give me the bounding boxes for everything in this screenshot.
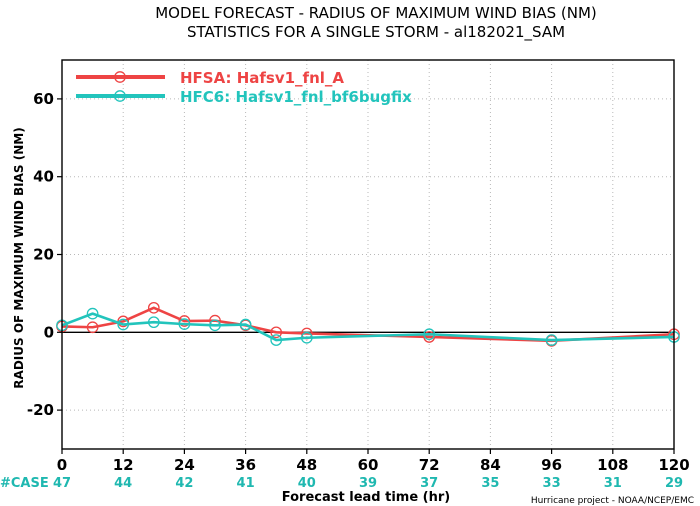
case-count-row: #CASE 47 44 42 41 40 39 37 35 33 31 29 (0, 476, 683, 491)
grid-lines (62, 60, 674, 449)
case-count-72: 37 (420, 476, 438, 491)
y-tick-label-20: 20 (33, 246, 54, 264)
y-tick-label-60: 60 (33, 90, 54, 108)
series-2-point-48 (300, 331, 313, 344)
x-tick-label-108: 108 (597, 456, 628, 474)
case-count-12: 44 (114, 476, 132, 491)
series-2-point-72 (423, 328, 436, 341)
series-1-point-6 (86, 321, 99, 334)
series-1-point-18 (147, 301, 160, 314)
case-count-48: 40 (298, 476, 316, 491)
chart-title: MODEL FORECAST - RADIUS OF MAXIMUM WIND … (155, 4, 597, 22)
x-tick-label-36: 36 (235, 456, 256, 474)
axis-ticks: 0 12 24 36 48 60 72 84 96 108 120 -20 0 20 40 60 (27, 90, 690, 474)
case-count-0: 47 (53, 476, 71, 491)
x-tick-label-84: 84 (480, 456, 501, 474)
x-tick-label-24: 24 (174, 456, 195, 474)
x-tick-label-120: 120 (658, 456, 689, 474)
series-2-point-12 (117, 318, 130, 331)
case-count-96: 33 (543, 476, 561, 491)
x-axis-label: Forecast lead time (hr) (282, 490, 450, 505)
x-tick-label-60: 60 (358, 456, 379, 474)
case-count-108: 31 (604, 476, 622, 491)
y-axis-label: RADIUS OF MAXIMUM WIND BIAS (NM) (12, 127, 26, 388)
x-tick-label-72: 72 (419, 456, 440, 474)
case-count-84: 35 (481, 476, 499, 491)
series-1-point-42 (270, 326, 283, 339)
x-tick-label-48: 48 (296, 456, 317, 474)
case-count-36: 41 (237, 476, 255, 491)
case-count-60: 39 (359, 476, 377, 491)
x-tick-label-96: 96 (541, 456, 562, 474)
y-tick-label-0: 0 (44, 323, 54, 341)
legend-swatch-marker-2 (114, 90, 126, 102)
y-tick-label--20: -20 (27, 401, 54, 419)
legend-label-1: HFSA: Hafsv1_fnl_A (180, 69, 344, 87)
series-2-point-96 (545, 334, 558, 346)
case-count-120: 29 (665, 476, 683, 491)
series-2-point-42 (270, 334, 283, 346)
x-tick-label-12: 12 (113, 456, 134, 474)
x-tick-label-0: 0 (57, 456, 67, 474)
series-2-point-30 (209, 319, 221, 332)
series-layer (56, 301, 680, 347)
case-count-24: 42 (175, 476, 193, 491)
series-2-point-24 (178, 318, 191, 330)
legend-swatch-marker-1 (114, 71, 126, 83)
series-1-point-72 (423, 331, 436, 343)
series-2-point-6 (86, 307, 99, 320)
series-2-point-18 (147, 316, 160, 329)
series-1-point-24 (178, 315, 191, 327)
chart-subtitle: STATISTICS FOR A SINGLE STORM - al182021… (187, 23, 565, 42)
y-tick-label-40: 40 (33, 168, 54, 186)
legend-label-2: HFC6: Hafsv1_fnl_bf6bugfix (180, 88, 412, 106)
credit-text: Hurricane project - NOAA/NCEP/EMC (531, 496, 694, 506)
series-2-point-36 (239, 318, 252, 331)
case-row-label: #CASE (0, 476, 49, 491)
